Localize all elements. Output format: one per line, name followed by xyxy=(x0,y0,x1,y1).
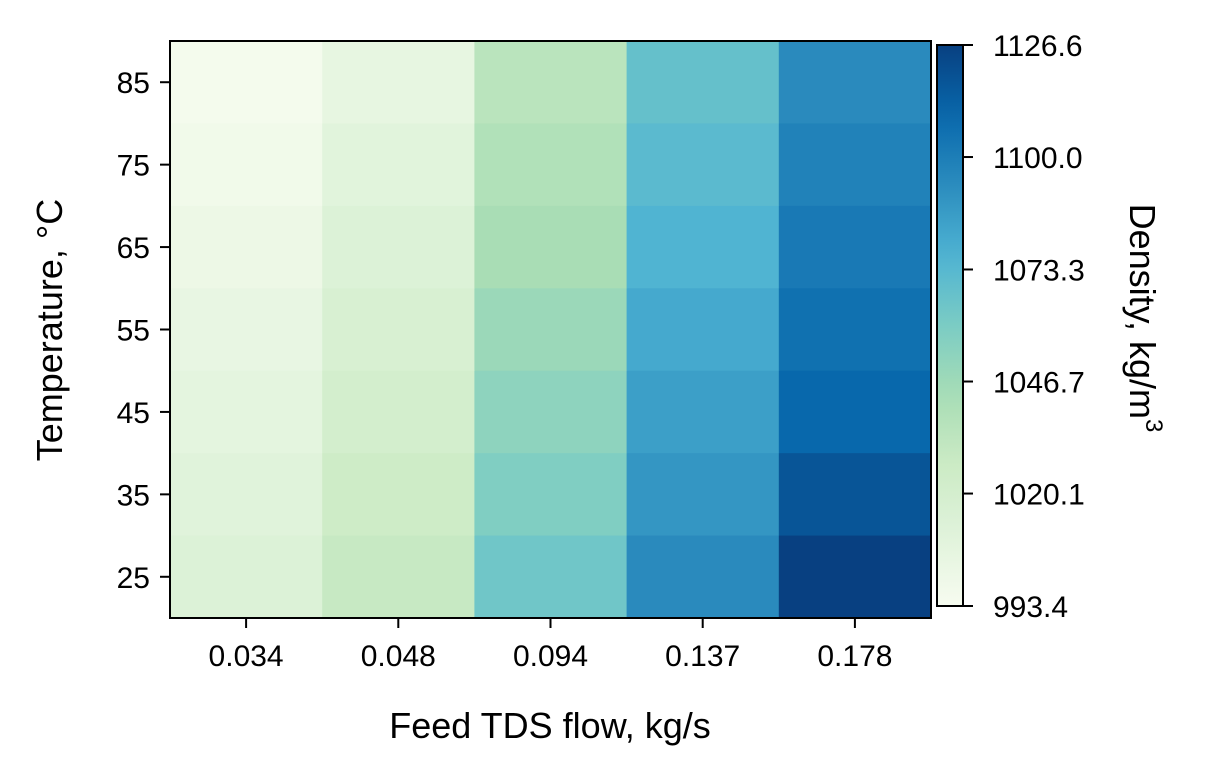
heatmap-cell xyxy=(626,205,780,289)
heatmap-cell xyxy=(626,123,780,207)
heatmap-cell xyxy=(778,41,932,125)
x-tick-label: 0.178 xyxy=(817,640,892,673)
heatmap-cell xyxy=(322,288,475,372)
colorbar-tick-label: 993.4 xyxy=(993,591,1068,624)
heatmap-cell xyxy=(626,41,780,125)
heatmap-cell xyxy=(626,288,780,372)
heatmap-cell xyxy=(778,205,932,289)
x-axis-label: Feed TDS flow, kg/s xyxy=(389,705,710,746)
colorbar-label-superscript: 3 xyxy=(1140,419,1167,432)
heatmap-cell xyxy=(474,288,628,372)
y-tick-label: 65 xyxy=(117,232,150,265)
y-tick-label: 25 xyxy=(117,562,150,595)
heatmap-cell xyxy=(474,535,628,619)
x-tick-label: 0.034 xyxy=(209,640,284,673)
heatmap-cell xyxy=(474,370,628,454)
heatmap-cell xyxy=(474,41,628,125)
heatmap-cell xyxy=(170,205,323,289)
heatmap-cell xyxy=(322,535,475,619)
heatmap-cell xyxy=(170,41,323,125)
heatmap-cell xyxy=(322,205,475,289)
heatmap-cell xyxy=(778,370,932,454)
heatmap-cell xyxy=(322,370,475,454)
heatmap-cell xyxy=(474,453,628,537)
x-axis: 0.034 0.048 0.094 0.137 0.178 xyxy=(209,618,892,673)
colorbar-tick-label: 1046.7 xyxy=(993,367,1085,400)
heatmap-cell xyxy=(474,123,628,207)
colorbar-tick-label: 1073.3 xyxy=(993,254,1085,287)
colorbar-tick-label: 1020.1 xyxy=(993,479,1085,512)
heatmap-cell xyxy=(626,453,780,537)
heatmap-cell xyxy=(778,453,932,537)
y-axis-label: Temperature, °C xyxy=(29,199,70,462)
y-axis: 85 75 65 55 45 35 25 xyxy=(117,67,170,595)
heatmap-cell xyxy=(322,41,475,125)
x-tick-label: 0.137 xyxy=(665,640,740,673)
colorbar-axis: 993.4 1020.1 1046.7 1073.3 1100.0 1126.6 xyxy=(963,30,1085,624)
heatmap-cell xyxy=(170,370,323,454)
heatmap-cell xyxy=(626,535,780,619)
colorbar-tick-label: 1126.6 xyxy=(993,30,1083,63)
colorbar xyxy=(936,44,964,607)
x-tick-label: 0.048 xyxy=(361,640,436,673)
heatmap-cell xyxy=(626,370,780,454)
colorbar-label-text: Density, kg/m xyxy=(1122,204,1163,419)
colorbar-tick-label: 1100.0 xyxy=(993,142,1083,175)
y-tick-label: 45 xyxy=(117,397,150,430)
heatmap-cell xyxy=(778,123,932,207)
heatmap-cell xyxy=(322,453,475,537)
heatmap-cell xyxy=(170,288,323,372)
colorbar-label: Density, kg/m3 xyxy=(1122,204,1167,433)
heatmap-cells xyxy=(170,41,932,619)
heatmap-cell xyxy=(170,535,323,619)
y-tick-label: 75 xyxy=(117,150,150,183)
heatmap-cell xyxy=(170,453,323,537)
heatmap-cell xyxy=(778,288,932,372)
y-tick-label: 35 xyxy=(117,479,150,512)
heatmap-cell xyxy=(170,123,323,207)
heatmap-cell xyxy=(778,535,932,619)
heatmap-cell xyxy=(474,205,628,289)
y-tick-label: 85 xyxy=(117,67,150,100)
y-tick-label: 55 xyxy=(117,315,150,348)
heatmap-cell xyxy=(322,123,475,207)
x-tick-label: 0.094 xyxy=(513,640,588,673)
